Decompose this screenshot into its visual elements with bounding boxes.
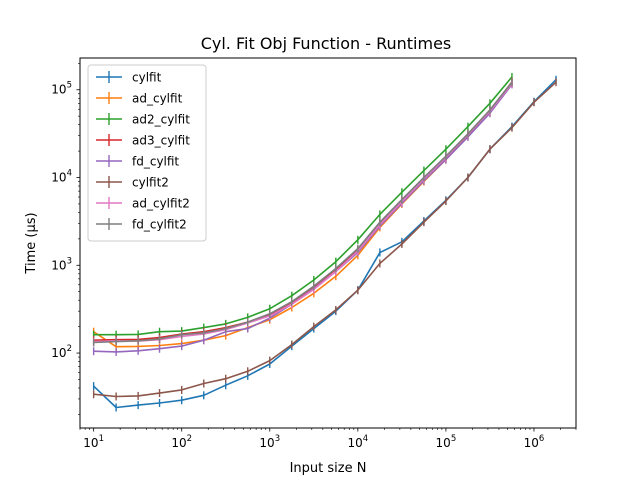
plot-frame [79,57,577,429]
y-tick-label: 105 [51,81,72,97]
y-axis: 102 103 104 105 [51,63,80,415]
x-tick-label: 105 [436,434,457,450]
x-tick-label: 101 [83,434,104,450]
series-line-ad_cylfit2 [93,82,513,343]
chart-title: Cyl. Fit Obj Function - Runtimes [201,34,452,53]
legend-label-cylfit2: cylfit2 [132,176,169,190]
x-tick-label: 102 [171,434,192,450]
y-tick-label: 102 [51,344,72,360]
legend-label-ad_cylfit: ad_cylfit [132,92,183,106]
legend-box [87,64,207,242]
y-tick-label: 103 [51,256,72,272]
x-tick-label: 103 [259,434,280,450]
legend-label-fd_cylfit: fd_cylfit [132,155,179,169]
x-tick-label: 104 [347,434,368,450]
series-line-ad2_cylfit [93,76,513,336]
legend-label-fd_cylfit2: fd_cylfit2 [132,218,187,232]
y-tick-label: 104 [51,169,72,185]
x-axis: 101 102 103 104 105 106 [79,428,577,450]
legend-label-ad_cylfit2: ad_cylfit2 [132,197,190,211]
legend: cylfit ad_cylfit ad2_cylfit ad3_cylfit fd_cy… [87,64,207,242]
series-line-fd_cylfit2 [93,81,513,344]
legend-label-cylfit: cylfit [132,71,162,85]
legend-label-ad3_cylfit: ad3_cylfit [132,134,190,148]
series-line-cylfit2 [93,81,557,398]
x-axis-label: Input size N [290,461,367,476]
legend-label-ad2_cylfit: ad2_cylfit [132,113,190,127]
y-axis-label: Time (μs) [24,212,39,274]
series-layer [92,72,557,412]
x-tick-label: 106 [524,434,545,450]
